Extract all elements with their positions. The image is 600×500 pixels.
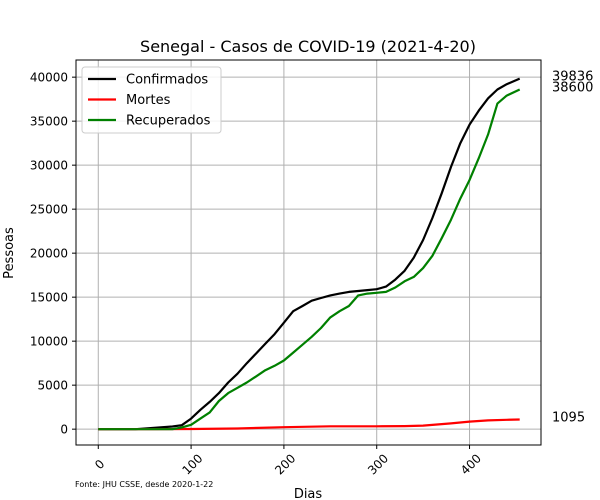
series-line-mortes [98,418,520,431]
x-tick-label: 400 [458,451,484,477]
legend-label-recuperados: Recuperados [126,114,211,129]
y-tick-label: 10000 [30,335,68,349]
x-tick-label: 100 [179,451,205,477]
y-tick-label: 15000 [30,291,68,305]
legend-label-mortes: Mortes [126,93,171,108]
x-tick-label: 300 [365,451,391,477]
legend-label-confirmados: Confirmados [126,73,208,88]
y-tick-label: 0 [60,423,68,437]
plot-frame [75,59,542,446]
chart-title: Senegal - Casos de COVID-19 (2021-4-20) [140,37,476,56]
y-tick-label: 40000 [30,71,68,85]
legend-box [81,66,222,134]
end-value-label-mortes: 1095 [552,411,585,426]
series-lines [98,77,521,431]
x-tick-label: 200 [272,451,298,477]
x-axis-label: Dias [294,487,323,500]
y-tick-label: 20000 [30,247,68,261]
y-tick-label: 30000 [30,159,68,173]
end-value-label-recuperados: 38600 [552,80,593,95]
x-tick-label: 0 [92,457,107,472]
source-footnote: Fonte: JHU CSSE, desde 2020-1-22 [75,480,213,489]
series-line-recuperados [98,88,521,431]
y-tick-label: 25000 [30,203,68,217]
y-axis-label: Pessoas [2,227,17,279]
y-tick-label: 5000 [37,379,68,393]
series-line-confirmados [98,77,521,431]
end-value-label-confirmados: 39836 [552,70,593,85]
legend: Confirmados Mortes Recuperados [81,66,222,134]
y-tick-label: 35000 [30,115,68,129]
